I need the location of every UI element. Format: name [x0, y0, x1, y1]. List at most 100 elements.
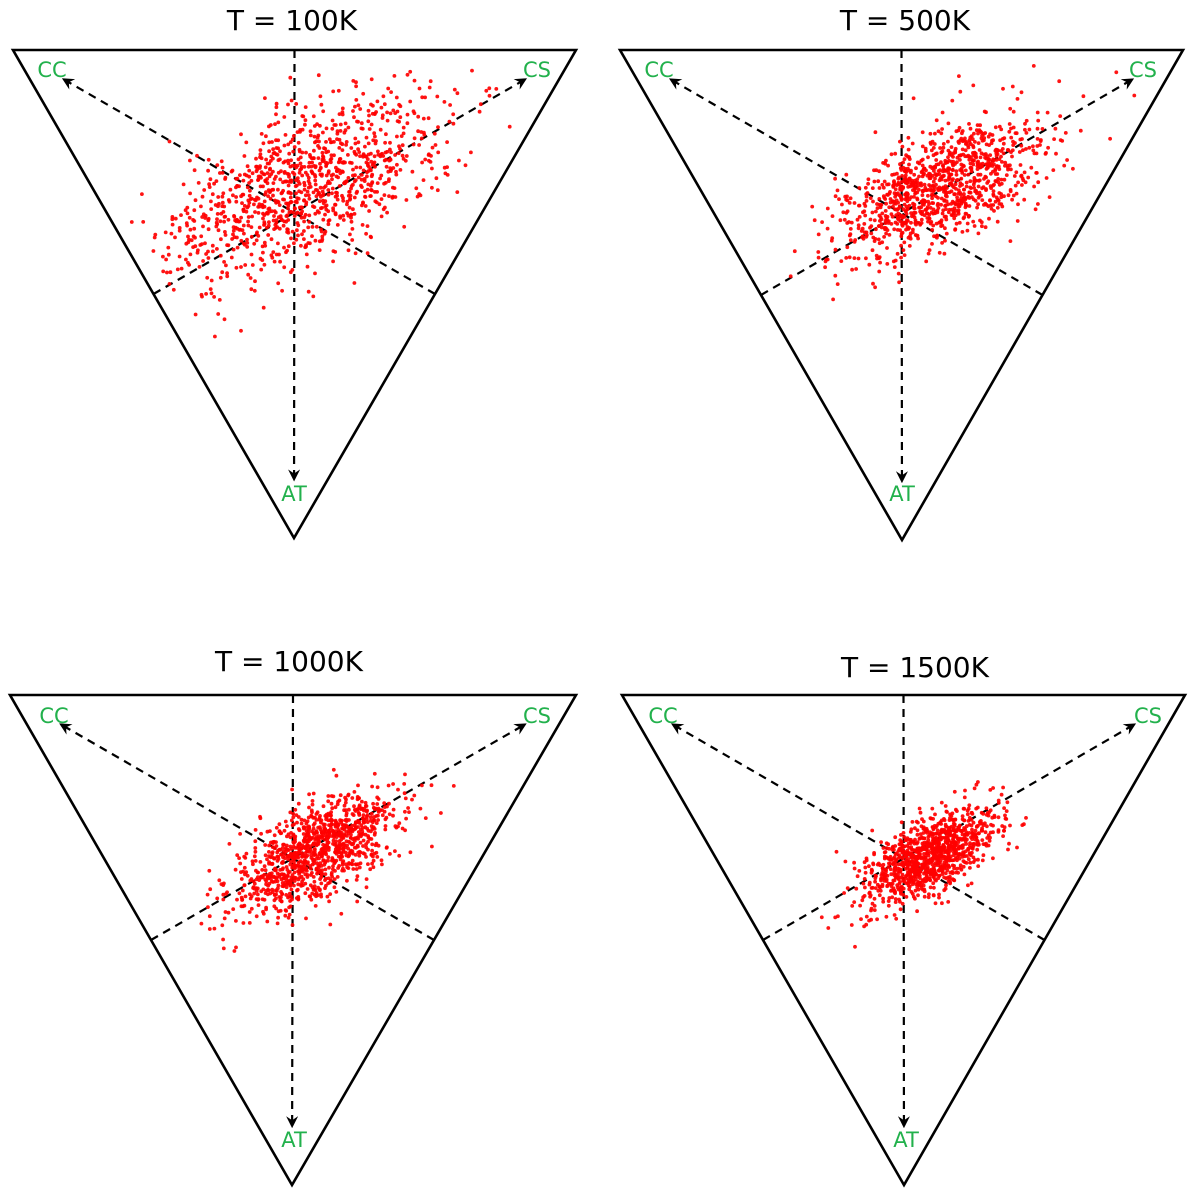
scatter-point: [302, 198, 306, 203]
scatter-point: [184, 241, 189, 246]
scatter-point: [872, 179, 877, 184]
scatter-point: [335, 875, 340, 879]
scatter-point: [303, 105, 308, 109]
scatter-points: [129, 68, 512, 339]
scatter-point: [423, 95, 427, 100]
scatter-point: [913, 888, 918, 893]
scatter-point: [949, 135, 954, 140]
scatter-point: [857, 203, 861, 208]
scatter-point: [272, 177, 277, 181]
scatter-point: [1031, 64, 1036, 68]
scatter-point: [336, 854, 341, 859]
scatter-point: [192, 219, 197, 223]
scatter-point: [834, 849, 839, 854]
scatter-point: [875, 202, 879, 206]
scatter-point: [852, 860, 856, 865]
vertex-label-cs: CS: [1134, 704, 1162, 728]
scatter-point: [333, 805, 338, 810]
scatter-point: [328, 181, 332, 186]
scatter-point: [939, 800, 944, 805]
scatter-point: [204, 292, 209, 296]
scatter-point: [966, 172, 971, 177]
scatter-point: [183, 208, 188, 213]
scatter-point: [1013, 141, 1017, 145]
scatter-point: [381, 94, 386, 99]
scatter-point: [380, 862, 384, 867]
scatter-point: [330, 806, 335, 811]
scatter-point: [1006, 193, 1011, 198]
scatter-point: [991, 189, 996, 194]
scatter-point: [331, 767, 336, 772]
scatter-point: [224, 263, 228, 268]
scatter-point: [941, 163, 945, 168]
scatter-point: [934, 194, 938, 199]
scatter-point: [934, 851, 939, 855]
scatter-point: [457, 158, 461, 163]
scatter-point: [948, 812, 952, 817]
scatter-point: [942, 173, 946, 178]
scatter-point: [957, 204, 962, 209]
scatter-point: [887, 205, 892, 210]
scatter-point: [378, 127, 383, 132]
scatter-point: [421, 116, 426, 121]
scatter-point: [868, 217, 873, 222]
scatter-point: [290, 137, 295, 142]
scatter-point: [788, 274, 793, 279]
scatter-point: [274, 825, 279, 830]
scatter-point: [920, 130, 925, 135]
scatter-point: [300, 855, 304, 859]
scatter-point: [405, 72, 410, 77]
scatter-point: [256, 875, 260, 879]
scatter-point: [893, 889, 897, 894]
scatter-point: [961, 853, 966, 857]
scatter-point: [943, 824, 948, 829]
scatter-point: [383, 827, 388, 832]
scatter-point: [929, 142, 933, 146]
scatter-point: [420, 160, 424, 165]
scatter-point: [899, 234, 904, 239]
scatter-point: [963, 168, 968, 173]
panel-title: T = 100K: [226, 4, 358, 37]
scatter-point: [335, 197, 340, 202]
scatter-point: [223, 910, 228, 914]
scatter-point: [358, 840, 363, 845]
scatter-point: [396, 787, 400, 792]
scatter-point: [318, 814, 322, 818]
scatter-point: [904, 221, 908, 226]
scatter-point: [902, 240, 907, 245]
scatter-point: [321, 842, 325, 847]
scatter-point: [359, 823, 364, 828]
scatter-point: [280, 892, 284, 896]
scatter-point: [349, 219, 354, 224]
scatter-point: [402, 224, 407, 229]
scatter-point: [371, 103, 375, 108]
scatter-point: [292, 879, 297, 883]
scatter-point: [260, 868, 265, 872]
scatter-point: [356, 796, 361, 801]
scatter-point: [348, 232, 352, 237]
scatter-point: [899, 255, 903, 260]
scatter-point: [913, 221, 918, 225]
scatter-point: [859, 229, 864, 233]
scatter-point: [393, 111, 398, 115]
scatter-point: [430, 185, 434, 190]
scatter-point: [288, 835, 293, 840]
scatter-point: [306, 241, 311, 245]
scatter-point: [1003, 813, 1007, 818]
vertex-label-cc: CC: [37, 58, 66, 82]
scatter-point: [199, 204, 203, 209]
scatter-point: [288, 195, 293, 200]
scatter-point: [443, 171, 448, 176]
scatter-point: [906, 135, 911, 140]
scatter-point: [267, 854, 271, 859]
scatter-point: [976, 202, 980, 207]
scatter-point: [372, 851, 377, 856]
scatter-point: [947, 826, 951, 831]
scatter-point: [857, 215, 862, 219]
scatter-point: [957, 220, 962, 225]
scatter-point: [925, 830, 929, 835]
scatter-point: [323, 886, 327, 891]
scatter-point: [319, 831, 324, 835]
scatter-point: [266, 223, 271, 228]
scatter-point: [356, 175, 361, 180]
